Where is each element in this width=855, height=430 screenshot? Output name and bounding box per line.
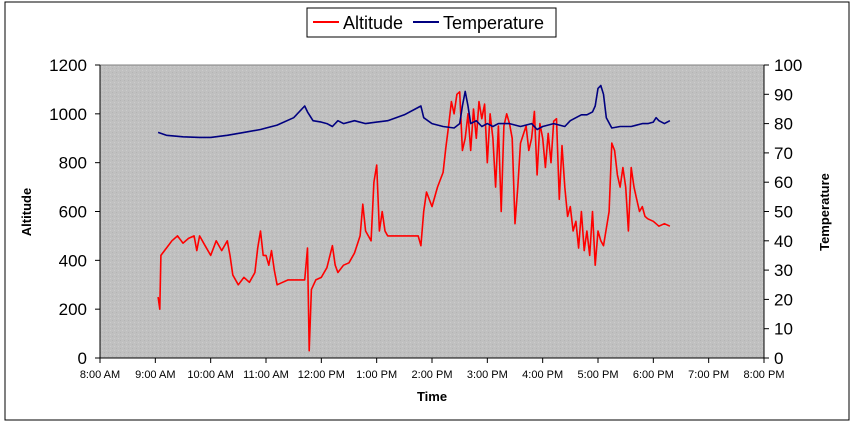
- left-tick-label: 0: [78, 349, 87, 368]
- left-tick-label: 800: [59, 154, 87, 173]
- left-tick-label: 600: [59, 203, 87, 222]
- left-tick-label: 1200: [49, 56, 87, 75]
- right-tick-label: 80: [774, 115, 793, 134]
- series-layer: [157, 84, 671, 352]
- x-axis-title: Time: [417, 389, 447, 404]
- x-tick-label: 12:00 PM: [298, 369, 345, 381]
- right-tick-label: 0: [774, 349, 783, 368]
- x-tick-label: 5:00 PM: [578, 369, 619, 381]
- right-tick-label: 30: [774, 261, 793, 280]
- x-tick-label: 2:00 PM: [412, 369, 453, 381]
- x-tick-label: 9:00 AM: [135, 369, 175, 381]
- x-tick-label: 8:00 AM: [80, 369, 120, 381]
- x-tick-label: 11:00 AM: [243, 369, 289, 381]
- right-tick-label: 100: [774, 56, 802, 75]
- left-tick-label: 1000: [49, 105, 87, 124]
- x-tick-label: 1:00 PM: [356, 369, 397, 381]
- right-tick-label: 60: [774, 173, 793, 192]
- left-axis-title: Altitude: [19, 188, 34, 236]
- right-tick-label: 40: [774, 232, 793, 251]
- x-tick-label: 6:00 PM: [633, 369, 674, 381]
- legend-altitude-label: Altitude: [343, 13, 403, 33]
- left-tick-label: 200: [59, 300, 87, 319]
- altitude-series-line: [157, 91, 671, 352]
- right-tick-label: 20: [774, 290, 793, 309]
- plot-area: [99, 64, 765, 359]
- legend-temperature-label: Temperature: [443, 13, 544, 33]
- x-tick-label: 10:00 AM: [187, 369, 233, 381]
- x-tick-label: 4:00 PM: [522, 369, 563, 381]
- x-tick-label: 3:00 PM: [467, 369, 508, 381]
- x-tick-label: 7:00 PM: [688, 369, 729, 381]
- legend: Altitude Temperature: [306, 7, 557, 38]
- right-tick-label: 90: [774, 85, 793, 104]
- right-tick-label: 10: [774, 320, 793, 339]
- right-axis-title: Temperature: [817, 173, 832, 251]
- left-tick-label: 400: [59, 251, 87, 270]
- x-tick-label: 8:00 PM: [744, 369, 785, 381]
- right-tick-label: 70: [774, 144, 793, 163]
- axes-layer: 0 200 400 600 800 1000 1200 0 10 20 30 40 50 60 70 80 90…: [49, 56, 802, 381]
- right-tick-label: 50: [774, 203, 793, 222]
- temperature-series-line: [157, 84, 671, 139]
